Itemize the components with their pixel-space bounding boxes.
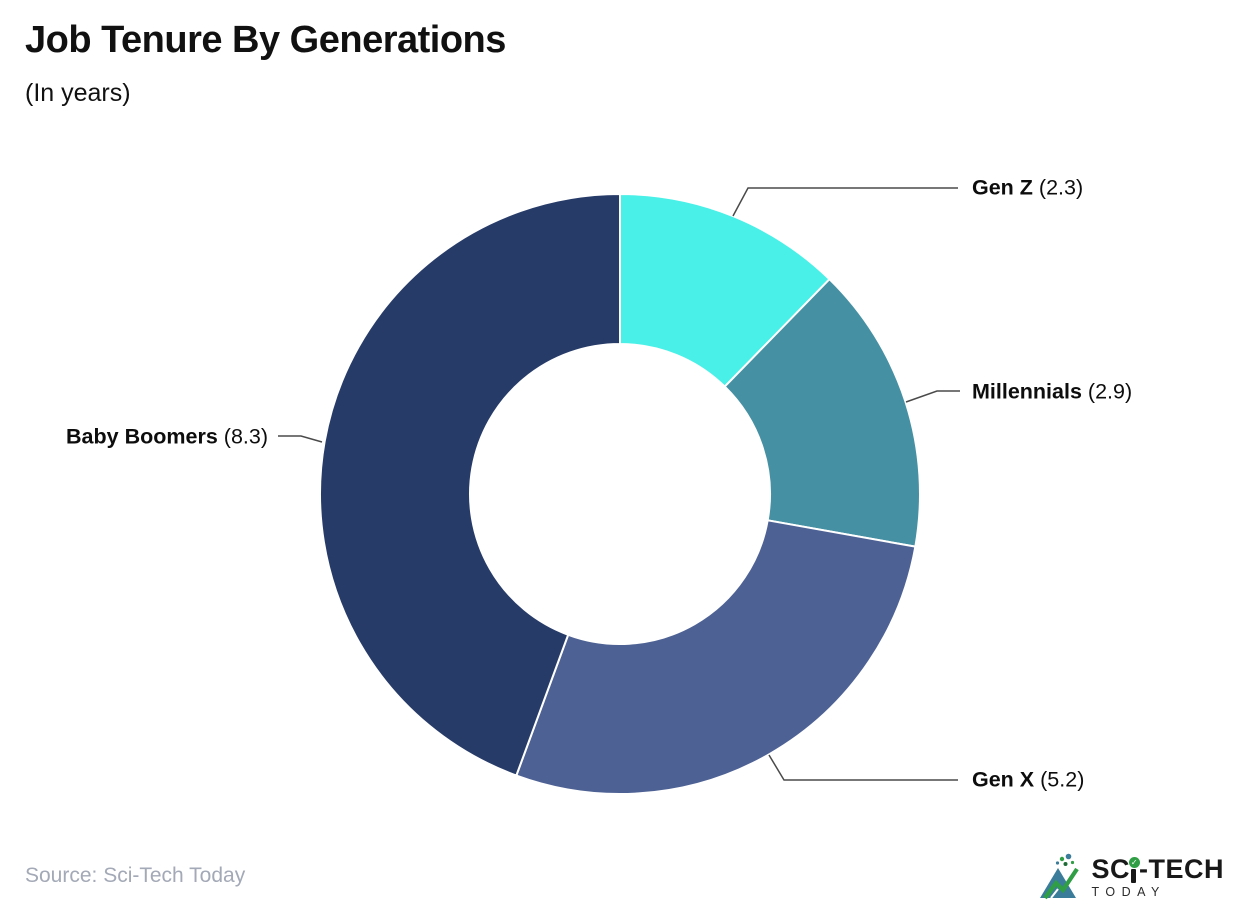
slice-label-millennials: Millennials (2.9) — [972, 380, 1132, 405]
leader-line-gen-x — [768, 754, 958, 781]
check-icon: ✓ — [1129, 856, 1140, 868]
logo-wordmark: SC ✓ -TECH — [1091, 853, 1224, 884]
slice-label-name: Millennials — [972, 379, 1082, 404]
leader-line-baby-boomers — [278, 435, 323, 443]
slice-label-gen-x: Gen X (5.2) — [972, 768, 1084, 793]
slice-label-value: (2.9) — [1087, 379, 1133, 404]
slice-label-name: Gen Z — [972, 175, 1033, 200]
slice-label-name: Baby Boomers — [66, 424, 218, 449]
chart-subtitle: (In years) — [25, 78, 131, 107]
donut-segment-gen-z — [619, 193, 831, 388]
donut-segment-baby-boomers — [319, 193, 621, 777]
slice-label-gen-z: Gen Z (2.3) — [972, 176, 1083, 201]
page-title: Job Tenure By Generations — [25, 19, 506, 61]
slice-label-value: (2.3) — [1038, 175, 1084, 200]
leader-lines — [278, 187, 960, 781]
slice-label-name: Gen X — [972, 767, 1035, 792]
chart-header: Job Tenure By Generations (In years) — [25, 18, 506, 108]
sci-tech-today-logo: SC ✓ -TECH TODAY — [1037, 852, 1224, 902]
donut-segment-millennials — [723, 278, 921, 548]
slice-label-value: (5.2) — [1040, 767, 1085, 792]
slice-label-value: (8.3) — [223, 424, 268, 449]
source-text: Source: Sci-Tech Today — [25, 864, 246, 887]
donut-segment-gen-x — [515, 519, 917, 795]
logo-text-prefix: SC — [1091, 853, 1130, 884]
leader-line-millennials — [905, 390, 960, 403]
logo-text-suffix: -TECH — [1139, 853, 1224, 884]
slice-label-baby-boomers: Baby Boomers (8.3) — [66, 425, 268, 450]
logo-tagline: TODAY — [1091, 884, 1166, 899]
donut-segments — [319, 193, 921, 795]
logo-mark-icon — [1040, 853, 1080, 900]
leader-line-gen-z — [732, 187, 958, 217]
